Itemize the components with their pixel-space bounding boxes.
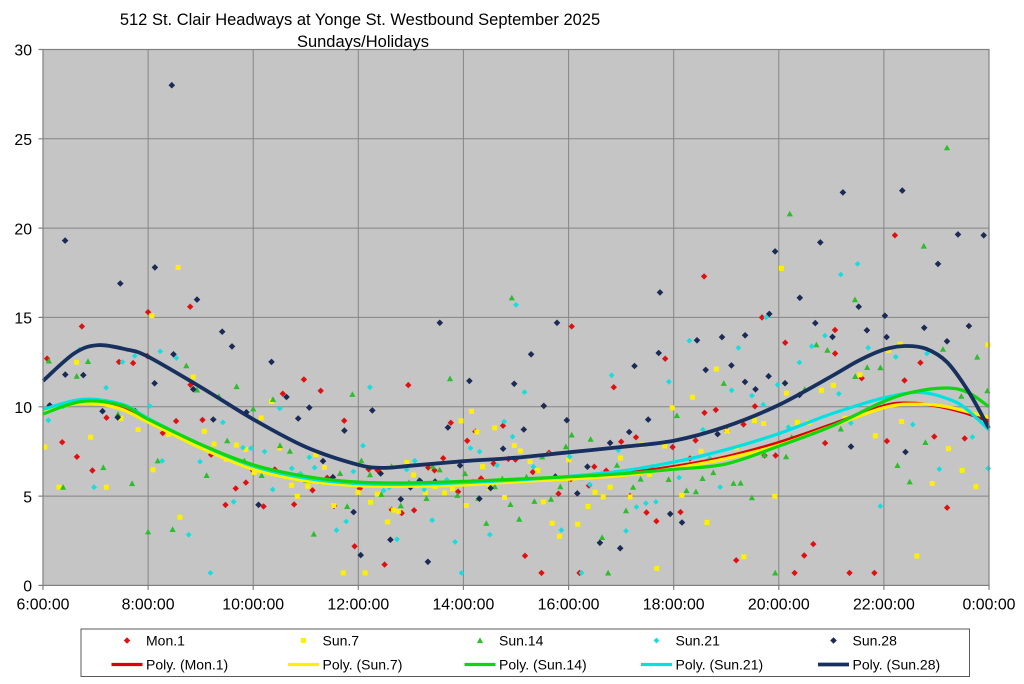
svg-text:22:00:00: 22:00:00 [853,597,915,614]
svg-text:14:00:00: 14:00:00 [432,597,494,614]
svg-text:Poly. (Sun.28): Poly. (Sun.28) [853,657,941,673]
svg-text:30: 30 [14,43,32,60]
svg-text:Sun.21: Sun.21 [676,633,721,649]
svg-text:Poly. (Sun.7): Poly. (Sun.7) [323,657,403,673]
svg-text:Mon.1: Mon.1 [146,633,185,649]
svg-text:20:00:00: 20:00:00 [748,597,810,614]
svg-text:Poly. (Sun.21): Poly. (Sun.21) [676,657,764,673]
svg-text:5: 5 [23,489,32,506]
svg-text:20: 20 [14,221,32,238]
svg-text:10: 10 [14,400,32,417]
svg-text:12:00:00: 12:00:00 [327,597,389,614]
svg-text:15: 15 [14,311,32,328]
svg-text:Sun.28: Sun.28 [853,633,898,649]
svg-text:512 St. Clair Headways at Yong: 512 St. Clair Headways at Yonge St. West… [120,11,600,29]
svg-text:25: 25 [14,132,32,149]
svg-text:0:00:00: 0:00:00 [962,597,1015,614]
svg-text:Poly. (Mon.1): Poly. (Mon.1) [146,657,228,673]
svg-text:0: 0 [23,579,32,596]
svg-text:10:00:00: 10:00:00 [222,597,284,614]
svg-text:18:00:00: 18:00:00 [643,597,705,614]
svg-text:Sun.14: Sun.14 [499,633,544,649]
svg-text:8:00:00: 8:00:00 [122,597,175,614]
svg-text:Sundays/Holidays: Sundays/Holidays [297,33,429,51]
svg-text:Sun.7: Sun.7 [323,633,360,649]
svg-text:6:00:00: 6:00:00 [16,597,69,614]
svg-text:Poly. (Sun.14): Poly. (Sun.14) [499,657,587,673]
svg-text:16:00:00: 16:00:00 [538,597,600,614]
